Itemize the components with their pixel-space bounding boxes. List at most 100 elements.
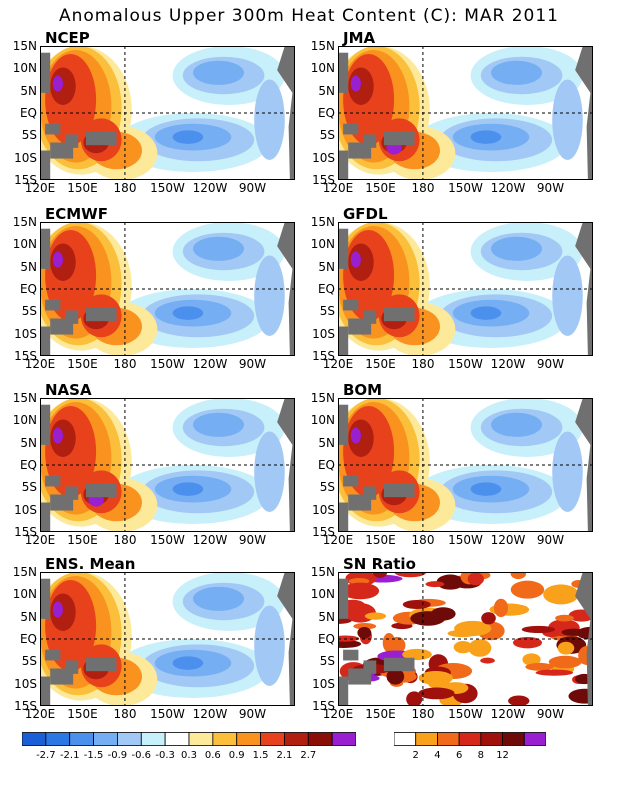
map-panel (338, 572, 593, 706)
shaded-sn-region (341, 582, 380, 600)
panel-frame (338, 572, 593, 706)
colorbar-swatch (117, 732, 142, 746)
map-plot (338, 46, 593, 180)
y-tick-label: 10S (312, 326, 335, 341)
panel-frame (40, 398, 295, 532)
map-panel (40, 222, 295, 356)
y-tick-label: 10N (12, 413, 37, 428)
land-area (40, 228, 51, 269)
shaded-sn-region (418, 670, 453, 685)
y-tick-label: EQ (19, 282, 37, 296)
colorbar-sn-ratio: 2 4 6 8 12 (394, 732, 546, 762)
figure-title: Anomalous Upper 300m Heat Content (C): M… (58, 6, 559, 26)
x-tick-label: 120W (490, 707, 526, 721)
x-tick-label: 120E (322, 533, 354, 547)
colorbar-swatch (69, 732, 94, 746)
y-tick-label: 15N (12, 39, 37, 53)
x-tick-label: 180 (411, 533, 435, 547)
y-tick-label: 10N (12, 61, 37, 76)
colorbar-swatch (415, 732, 438, 746)
land-area (40, 150, 51, 180)
colorbar-swatch (284, 732, 309, 746)
y-tick-label: 15N (12, 391, 37, 405)
x-tick-label: 90W (536, 357, 565, 371)
panel-title: JMA (343, 29, 376, 47)
y-tick-label: EQ (317, 282, 335, 296)
y-tick-label: 15N (12, 565, 37, 579)
land-area (85, 131, 117, 146)
land-area (45, 475, 61, 487)
land-area (363, 134, 377, 148)
colorbar-swatches (22, 732, 356, 746)
shaded-sn-region (510, 572, 527, 580)
y-tick-label: 5S (21, 654, 37, 669)
colorbar-heat-content: -2.7 -2.1 -1.5 -0.9 -0.6 -0.3 0.3 0.6 0.9 1.5 2.1 2… (22, 732, 356, 762)
shaded-sn-region (555, 614, 574, 622)
land-area (65, 134, 79, 148)
x-tick-label: 150E (365, 707, 396, 721)
land-area (363, 660, 377, 674)
shaded-sn-region (402, 600, 431, 610)
x-tick-label: 150E (67, 181, 98, 195)
colorbar-swatch (236, 732, 261, 746)
shaded-anomaly-region (193, 60, 244, 85)
colorbar-tick-label: 0.6 (204, 750, 221, 761)
colorbar-tick-label: -2.1 (59, 750, 80, 761)
shaded-sn-region (386, 668, 405, 685)
panel-frame (338, 222, 593, 356)
land-area (45, 123, 61, 135)
colorbar-swatch (93, 732, 118, 746)
shaded-sn-region (561, 628, 586, 636)
y-tick-label: EQ (19, 632, 37, 646)
y-tick-label: 5N (318, 259, 335, 274)
shaded-sn-region (425, 581, 445, 588)
map-plot (338, 572, 593, 706)
y-tick-label: 10S (312, 502, 335, 517)
y-tick-label: 5S (21, 304, 37, 319)
x-tick-label: 150W (150, 533, 185, 547)
colorbar-swatch (260, 732, 285, 746)
colorbar-swatch (45, 732, 71, 746)
shaded-sn-region (543, 584, 579, 605)
y-tick-label: 5N (20, 435, 37, 450)
panel-frame (338, 398, 593, 532)
land-area (85, 657, 117, 672)
shaded-anomaly-region (350, 427, 361, 444)
shaded-sn-region (382, 632, 396, 653)
shaded-sn-region (468, 639, 492, 657)
map-panel (338, 46, 593, 180)
shaded-sn-region (453, 641, 473, 654)
panel-frame (40, 572, 295, 706)
shaded-anomaly-region (193, 586, 244, 611)
x-tick-label: 150W (448, 181, 483, 195)
x-tick-label: 180 (113, 181, 137, 195)
land-area (40, 404, 51, 445)
land-area (338, 326, 349, 356)
x-tick-label: 150E (67, 357, 98, 371)
shaded-sn-region (522, 653, 541, 666)
y-tick-label: 15S (312, 699, 335, 713)
x-tick-label: 90W (238, 181, 267, 195)
y-tick-label: EQ (317, 632, 335, 646)
x-tick-label: 150E (365, 357, 396, 371)
panel-frame (40, 222, 295, 356)
map-plot (40, 46, 295, 180)
land-area (338, 676, 349, 706)
land-area (338, 228, 349, 269)
x-tick-label: 90W (238, 357, 267, 371)
map-plot (338, 398, 593, 532)
land-area (277, 222, 295, 356)
land-area (65, 486, 79, 500)
shaded-anomaly-region (52, 251, 63, 268)
y-tick-label: 15S (14, 699, 37, 713)
y-tick-label: EQ (19, 106, 37, 120)
y-tick-label: EQ (317, 106, 335, 120)
x-tick-label: 150W (448, 357, 483, 371)
y-tick-label: 5S (319, 480, 335, 495)
y-tick-label: 10N (310, 587, 335, 602)
land-area (575, 572, 593, 706)
panel-title: SN Ratio (343, 555, 416, 573)
land-area (383, 657, 415, 672)
y-tick-label: 5S (319, 128, 335, 143)
land-area (343, 123, 359, 135)
